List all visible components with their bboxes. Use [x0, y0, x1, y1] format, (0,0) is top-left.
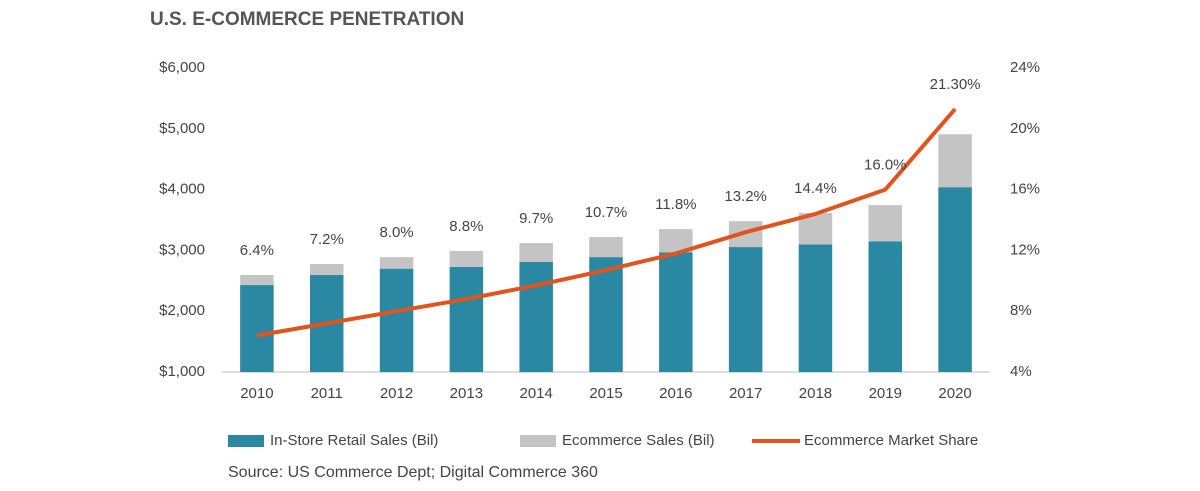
bar — [449, 251, 484, 267]
data-label: 13.2% — [724, 188, 767, 205]
bar — [589, 237, 623, 258]
data-label: 8.8% — [449, 218, 483, 235]
y-tick-label: $1,000 — [159, 363, 205, 380]
bar — [938, 134, 972, 188]
legend-swatch — [228, 435, 264, 447]
bar — [519, 261, 553, 372]
y-tick-label: $6,000 — [159, 59, 205, 76]
x-tick-label: 2017 — [729, 385, 762, 402]
bar — [938, 187, 972, 372]
x-tick-label: 2010 — [240, 385, 273, 402]
y-tick-label: $4,000 — [159, 181, 205, 198]
y2-tick-label: 4% — [1010, 363, 1032, 380]
x-tick-label: 2011 — [311, 385, 343, 402]
data-label: 11.8% — [655, 196, 696, 213]
bar — [379, 257, 414, 269]
bar — [728, 247, 763, 372]
bar — [659, 229, 693, 253]
x-tick-label: 2012 — [380, 385, 413, 402]
y2-tick-label: 24% — [1010, 59, 1040, 76]
bar — [309, 264, 344, 276]
x-tick-label: 2020 — [938, 385, 971, 402]
y-tick-label: $2,000 — [159, 302, 205, 319]
legend-label: Ecommerce Market Share — [804, 432, 978, 449]
y2-tick-label: 12% — [1010, 241, 1040, 258]
bar — [659, 252, 693, 372]
data-label: 9.7% — [519, 210, 553, 227]
legend-label: Ecommerce Sales (Bil) — [562, 432, 715, 449]
bar — [868, 205, 903, 242]
bar — [240, 285, 274, 372]
data-label: 10.7% — [585, 204, 628, 221]
bar — [868, 241, 903, 372]
data-label: 7.2% — [310, 231, 344, 248]
source-note: Source: US Commerce Dept; Digital Commer… — [228, 464, 598, 481]
line — [256, 107, 957, 338]
bar — [449, 266, 484, 372]
x-tick-label: 2013 — [450, 385, 483, 402]
y-tick-label: $5,000 — [159, 120, 205, 137]
x-tick-label: 2015 — [589, 385, 622, 402]
y2-tick-label: 20% — [1010, 120, 1040, 137]
data-label: 14.4% — [794, 180, 837, 197]
bar — [519, 243, 553, 262]
x-tick-label: 2019 — [869, 385, 902, 402]
legend-swatch — [520, 435, 556, 447]
bar — [240, 275, 274, 286]
x-tick-label: 2018 — [799, 385, 832, 402]
data-label: 8.0% — [379, 224, 413, 241]
data-label: 21.30% — [930, 76, 981, 93]
data-label: 6.4% — [240, 242, 274, 259]
y-tick-label: $3,000 — [159, 241, 205, 258]
bar — [798, 244, 833, 372]
x-tick-label: 2016 — [659, 385, 692, 402]
data-label: 16.0% — [864, 157, 907, 174]
y2-tick-label: 8% — [1010, 302, 1032, 319]
bar — [379, 268, 414, 372]
bar — [589, 257, 623, 372]
y2-tick-label: 16% — [1010, 181, 1040, 198]
chart-title: U.S. E-COMMERCE PENETRATION — [150, 9, 464, 30]
legend-label: In-Store Retail Sales (Bil) — [270, 432, 438, 449]
x-tick-label: 2014 — [519, 385, 552, 402]
